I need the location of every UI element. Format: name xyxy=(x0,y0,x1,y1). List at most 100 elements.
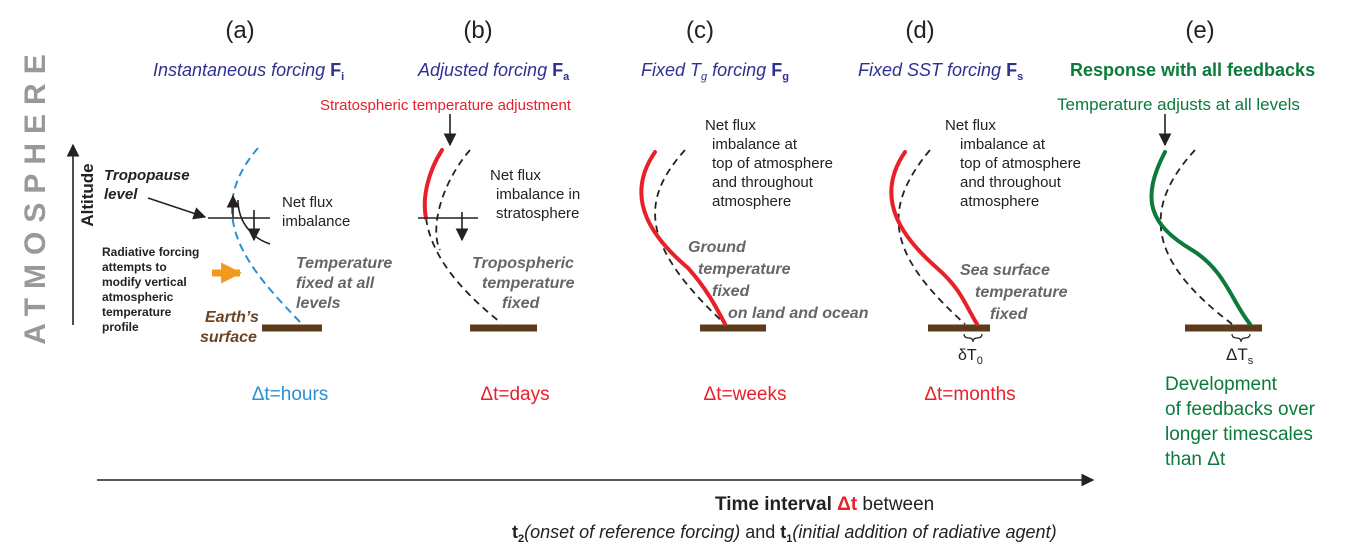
text-part: Temperature xyxy=(296,255,392,272)
text-part: F xyxy=(330,60,341,80)
text-part: Radiative forcing xyxy=(102,245,199,259)
text-part: fixed xyxy=(502,295,541,312)
text-part: Net flux xyxy=(282,194,333,211)
text-part: s xyxy=(1017,71,1023,83)
text-part: imbalance xyxy=(282,213,350,230)
note: Tropopause level xyxy=(104,167,190,203)
panel-title: Instantaneous forcing Fi xyxy=(153,60,344,83)
text-part: Instantaneous forcing xyxy=(153,60,330,80)
note: Earth’s surface xyxy=(200,309,259,346)
text-part: top of atmosphere xyxy=(960,155,1081,172)
text-part: longer timescales xyxy=(1165,424,1313,445)
text-part: (onset of reference forcing) xyxy=(524,522,740,542)
note: Development of feedbacks over longer times… xyxy=(1165,374,1316,470)
text-part: and throughout xyxy=(960,174,1062,191)
note: Radiative forcing attempts to modify verti… xyxy=(102,245,199,334)
note: Tropospheric temperature fixed xyxy=(472,255,575,312)
text-part: levels xyxy=(296,295,341,312)
text-part: than Δt xyxy=(1165,449,1226,470)
text-part: Adjusted forcing xyxy=(417,60,552,80)
text-part: Fixed SST forcing xyxy=(858,60,1006,80)
text-part: fixed at all xyxy=(296,275,375,292)
time-label: Time interval Δt between xyxy=(715,494,934,515)
note: Ground temperature fixed on land and ocean xyxy=(688,239,869,322)
text-part: t xyxy=(512,522,518,542)
interval: Δt=hours xyxy=(252,384,329,405)
note: Net flux imbalance in stratosphere xyxy=(490,167,580,222)
interval: Δt=weeks xyxy=(704,384,787,405)
brace xyxy=(1231,333,1251,343)
text-part: Tropospheric xyxy=(472,255,574,272)
text-part: fixed xyxy=(712,283,751,300)
profile xyxy=(230,147,301,323)
text-part: t xyxy=(780,522,786,542)
text-part: on land and ocean xyxy=(728,305,869,322)
pointer-arrow xyxy=(147,197,207,220)
text-part: F xyxy=(771,60,782,80)
text-part: atmospheric xyxy=(102,290,174,304)
text-part: Sea surface xyxy=(960,262,1050,279)
delta: ΔTs xyxy=(1226,345,1254,367)
text-part: Time interval xyxy=(715,494,837,515)
text-part: atmosphere xyxy=(712,193,791,210)
text-part: a xyxy=(563,71,570,83)
text-part: fixed xyxy=(990,306,1029,323)
text-part: temperature xyxy=(482,275,575,292)
text-part: Δt xyxy=(837,494,858,515)
brace xyxy=(963,333,983,343)
side-title: ATMOSPHERE xyxy=(19,45,52,344)
note: Temperature adjusts at all levels xyxy=(1057,95,1300,114)
panel-title: Fixed SST forcing Fs xyxy=(858,60,1023,83)
text-part: atmosphere xyxy=(960,193,1039,210)
profile xyxy=(422,148,444,220)
text-part: profile xyxy=(102,320,139,334)
panel-label: (e) xyxy=(1185,17,1214,44)
profile xyxy=(897,149,966,325)
text-part: temperature xyxy=(975,284,1068,301)
delta: δT0 xyxy=(958,347,983,367)
text-part: temperature xyxy=(698,261,791,278)
time-label: t2(onset of reference forcing) and t1(in… xyxy=(512,522,1057,545)
text-part: δT xyxy=(958,347,977,364)
text-part: modify vertical xyxy=(102,275,187,289)
profile xyxy=(435,149,471,251)
text-part: T xyxy=(690,60,703,80)
note: Net flux imbalance at top of atmosphere and… xyxy=(705,117,833,210)
text-part: F xyxy=(1006,60,1017,80)
text-part: Tropopause xyxy=(104,167,190,184)
profile xyxy=(1159,149,1233,325)
interval: Δt=days xyxy=(480,384,549,405)
panel-label: (a) xyxy=(225,17,254,44)
text-part: ΔT xyxy=(1226,345,1248,364)
text-part: g xyxy=(782,71,789,83)
text-part: Ground xyxy=(688,239,747,256)
text-part: Fixed xyxy=(641,60,690,80)
profile xyxy=(639,150,727,326)
text-part: stratosphere xyxy=(496,205,579,222)
note: Net flux imbalance at top of atmosphere and… xyxy=(945,117,1081,210)
text-part: s xyxy=(1248,355,1254,367)
text-part: Net flux xyxy=(490,167,541,184)
profile xyxy=(654,149,726,325)
panel-title: Fixed Tg forcing Fg xyxy=(641,60,789,83)
text-part: Net flux xyxy=(705,117,756,134)
note: Temperature fixed at all levels xyxy=(296,255,392,312)
text-part: 0 xyxy=(977,355,983,367)
text-part: attempts to xyxy=(102,260,167,274)
text-part: and xyxy=(740,522,780,542)
text-part: imbalance in xyxy=(496,186,580,203)
text-part: i xyxy=(341,71,344,83)
text-part: 1 xyxy=(786,533,792,545)
panel-label: (d) xyxy=(905,17,934,44)
text-part: Earth’s xyxy=(205,309,259,326)
text-part: 2 xyxy=(518,533,524,545)
panel-label: (b) xyxy=(463,17,492,44)
text-part: forcing xyxy=(707,60,771,80)
text-part: Development xyxy=(1165,374,1278,395)
text-part: temperature xyxy=(102,305,172,319)
text-part: level xyxy=(104,186,138,203)
text-part: imbalance at xyxy=(712,136,798,153)
interval: Δt=months xyxy=(924,384,1015,405)
panel-title: Response with all feedbacks xyxy=(1070,60,1315,80)
